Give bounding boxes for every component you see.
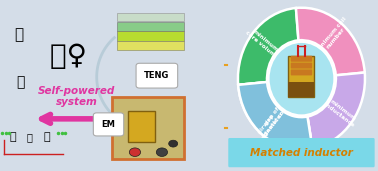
Text: EM: EM xyxy=(102,120,116,129)
Text: minimum coil
number: minimum coil number xyxy=(315,16,352,57)
Text: minimum
inductance: minimum inductance xyxy=(323,97,359,128)
Circle shape xyxy=(129,148,141,156)
Polygon shape xyxy=(117,13,184,21)
Text: 🖥: 🖥 xyxy=(44,132,51,142)
FancyBboxPatch shape xyxy=(288,82,314,97)
FancyBboxPatch shape xyxy=(228,138,375,167)
Text: wire
diameter: wire diameter xyxy=(258,107,285,138)
FancyBboxPatch shape xyxy=(291,56,312,62)
Circle shape xyxy=(156,148,167,156)
Wedge shape xyxy=(296,8,365,75)
Text: ⌚: ⌚ xyxy=(9,132,15,142)
Wedge shape xyxy=(238,8,299,85)
Text: 📱: 📱 xyxy=(26,132,32,142)
Text: minimum
core volume: minimum core volume xyxy=(244,26,283,60)
FancyBboxPatch shape xyxy=(93,113,124,136)
Text: 🌊: 🌊 xyxy=(15,27,24,42)
FancyBboxPatch shape xyxy=(136,63,178,88)
Text: 🌀: 🌀 xyxy=(16,75,25,89)
Polygon shape xyxy=(117,31,184,41)
Wedge shape xyxy=(238,82,313,150)
Polygon shape xyxy=(117,41,184,50)
Polygon shape xyxy=(117,22,184,31)
Circle shape xyxy=(169,140,178,147)
Text: Self-powered
system: Self-powered system xyxy=(38,86,115,107)
FancyBboxPatch shape xyxy=(288,56,314,97)
Circle shape xyxy=(268,42,335,115)
Wedge shape xyxy=(238,82,313,150)
Text: TENG: TENG xyxy=(144,71,169,80)
Wedge shape xyxy=(307,73,365,149)
FancyBboxPatch shape xyxy=(128,111,155,142)
FancyBboxPatch shape xyxy=(291,63,312,69)
Text: Matched inductor: Matched inductor xyxy=(250,148,353,157)
Text: air gap of
magnetic core: air gap of magnetic core xyxy=(253,100,290,145)
Text: 🏃‍♀️: 🏃‍♀️ xyxy=(50,42,87,70)
FancyBboxPatch shape xyxy=(113,97,184,159)
FancyBboxPatch shape xyxy=(291,69,312,75)
